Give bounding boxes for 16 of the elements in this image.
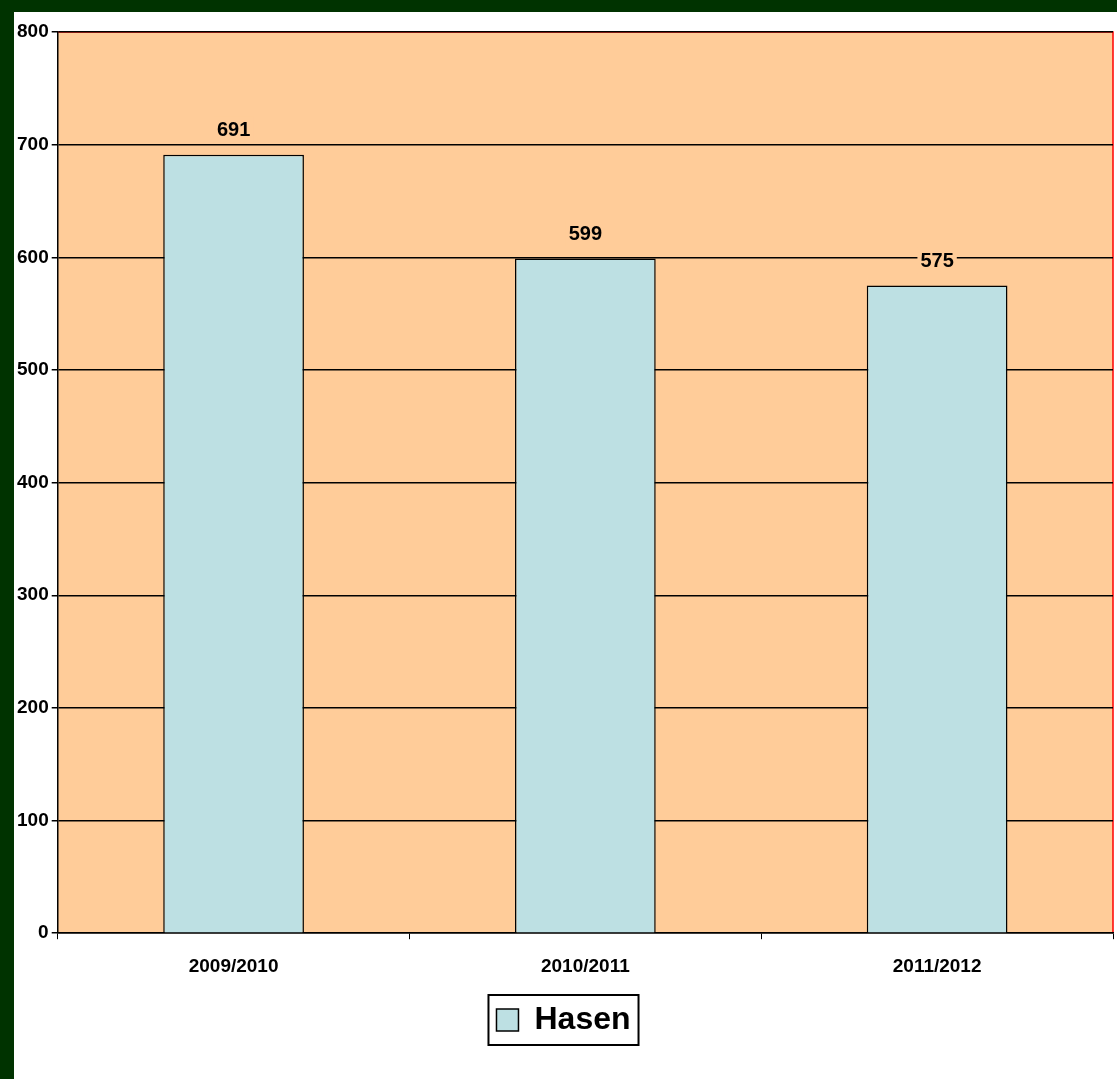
data-label: 575 [920,248,954,271]
y-tick-label: 0 [38,921,49,943]
y-tick-label: 800 [17,20,49,42]
x-tick-label: 2009/2010 [188,954,279,976]
x-tick-label: 2011/2012 [892,954,982,976]
y-tick-label: 200 [17,696,49,718]
y-tick-label: 700 [17,132,49,154]
y-tick-label: 400 [17,470,49,492]
y-tick-label: 500 [17,358,49,380]
data-label: 599 [568,221,603,244]
legend-label: Hasen [534,999,631,1036]
y-tick-label: 100 [17,808,49,830]
y-tick-label: 600 [17,245,49,267]
x-tick-label: 2010/2011 [540,954,631,976]
data-label: 691 [216,118,251,141]
y-tick-label: 300 [17,583,49,605]
